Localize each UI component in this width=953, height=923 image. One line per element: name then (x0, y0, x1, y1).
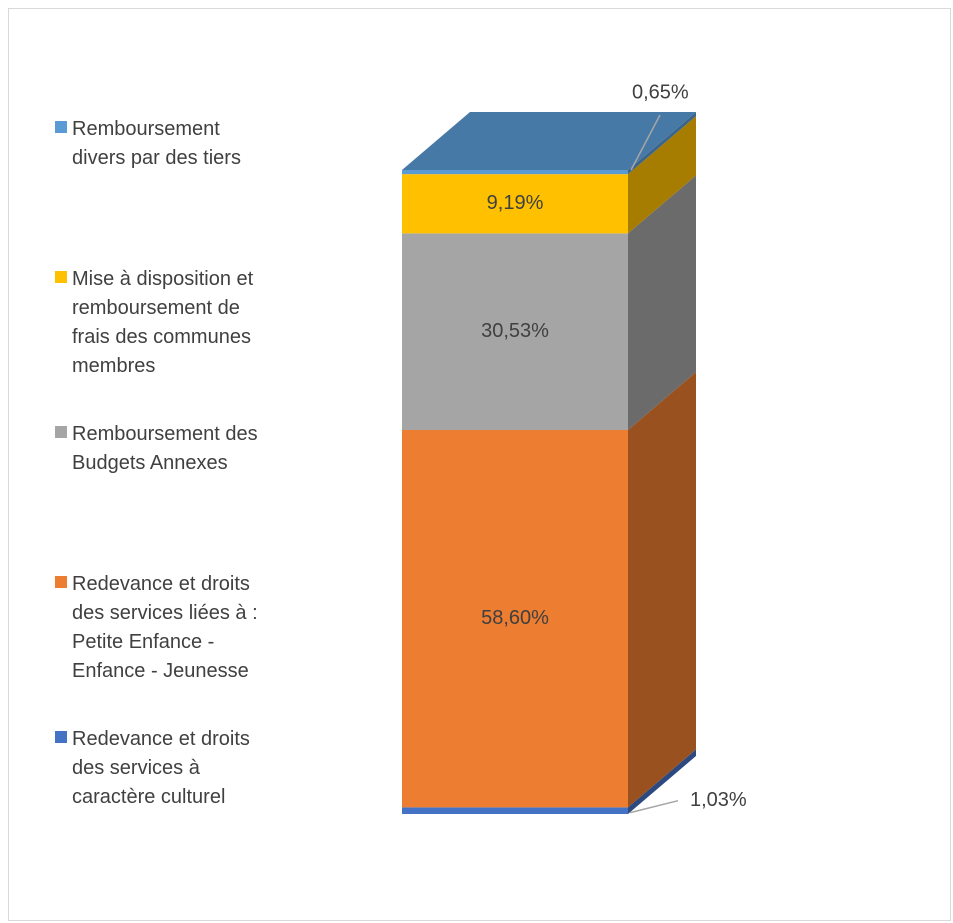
data-label: 0,65% (632, 81, 689, 103)
legend-label-line: membres (72, 355, 156, 377)
data-label: 1,03% (690, 789, 747, 811)
legend-label: Remboursement divers par des tiers (72, 115, 302, 173)
legend-label-line: divers par des tiers (72, 147, 241, 169)
legend-label-line: Redevance et droits (72, 728, 250, 750)
legend-label-line: des services liées à : (72, 602, 258, 624)
chart-frame (8, 8, 951, 921)
legend-label-line: Enfance - Jeunesse (72, 660, 249, 682)
legend-label: Remboursement des Budgets Annexes (72, 420, 302, 478)
legend-label: Redevance et droits des services à caractè… (72, 725, 302, 812)
bar-segment-front (402, 174, 628, 234)
legend-swatch (55, 576, 67, 588)
legend-swatch (55, 121, 67, 133)
leader-line (630, 114, 661, 171)
bar-segment-front (402, 170, 628, 175)
data-label: 9,19% (487, 192, 544, 214)
legend-label-line: Petite Enfance - (72, 631, 215, 653)
legend-label-line: Redevance et droits (72, 573, 250, 595)
bar-segment-side (628, 116, 696, 234)
legend-label-line: Mise à disposition et (72, 268, 254, 290)
legend-swatch (55, 731, 67, 743)
legend-item: Mise à disposition et remboursement de fra… (55, 265, 302, 381)
bar-segment-side (628, 371, 696, 808)
legend-label-line: Remboursement des (72, 423, 258, 445)
legend-label-line: Remboursement (72, 118, 220, 140)
legend-swatch (55, 271, 67, 283)
bar-segment-side (628, 112, 696, 175)
legend-label: Mise à disposition et remboursement de fra… (72, 265, 302, 381)
legend-label: Redevance et droits des services liées à … (72, 570, 302, 686)
bar-segment-side (628, 749, 696, 814)
bar-top-face (402, 112, 696, 170)
bar-segment-front (402, 429, 628, 808)
data-label: 30,53% (481, 320, 549, 342)
bar-segment-front (402, 807, 628, 814)
legend-item: Remboursement des Budgets Annexes (55, 420, 302, 478)
legend-item: Redevance et droits des services à caractè… (55, 725, 302, 812)
bar-segment-front (402, 233, 628, 430)
legend-label-line: des services à (72, 757, 200, 779)
legend-label-line: Budgets Annexes (72, 452, 228, 474)
legend-label-line: remboursement de (72, 297, 240, 319)
legend-label-line: frais des communes (72, 326, 251, 348)
legend-item: Remboursement divers par des tiers (55, 115, 302, 173)
data-label: 58,60% (481, 607, 549, 629)
legend-swatch (55, 426, 67, 438)
legend-item: Redevance et droits des services liées à … (55, 570, 302, 686)
legend-label-line: caractère culturel (72, 786, 226, 808)
leader-line (629, 799, 679, 814)
bar-segment-side (628, 175, 696, 430)
